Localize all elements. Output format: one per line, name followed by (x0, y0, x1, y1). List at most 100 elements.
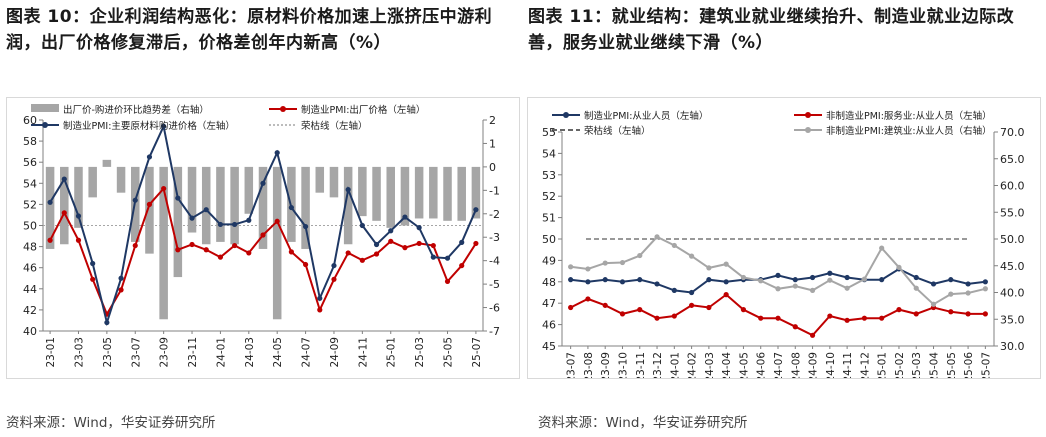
left-x-tick-label: 24-11 (357, 337, 369, 368)
price-chart: 40 42 44 46 48 50 52 54 56 58 60 -7 -6 -5 -4 -3 -2 -1 0 1 2 2… (23, 104, 500, 368)
right-y-left-tick-label: 45 (542, 340, 556, 353)
left-series-point (388, 228, 394, 234)
right-series-point (689, 253, 695, 259)
right-series-point (723, 292, 729, 298)
right-x-tick-label: 24-06 (756, 352, 768, 378)
right-y-left-tick-label: 55 (542, 126, 556, 139)
right-series-point (689, 302, 695, 308)
left-series-point (47, 237, 53, 243)
left-y-right-tick-label: 2 (489, 114, 496, 127)
left-series-point (118, 287, 124, 293)
left-bar (102, 159, 112, 167)
left-series-point (61, 210, 67, 216)
right-series-point (758, 315, 764, 321)
right-y-right-tick-label: 50.0 (1000, 233, 1025, 246)
left-series-point (288, 204, 294, 211)
right-series-point (585, 296, 591, 302)
right-x-tick-label: 25-07 (980, 352, 992, 378)
left-series-point (260, 232, 266, 238)
chart-panel-right: 45 46 47 48 49 50 51 52 53 54 55 30.0 35.0 40.0 45.0 50… (527, 97, 1041, 379)
left-series-point (260, 180, 266, 186)
left-series-point (402, 245, 408, 251)
right-series-point (654, 315, 660, 321)
left-bar (60, 166, 69, 245)
left-bar (244, 166, 254, 214)
right-legend-label: 制造业PMI:从业人员（左轴） (584, 110, 708, 122)
right-series-point (913, 274, 919, 281)
left-series-point (444, 278, 451, 285)
left-series-point (459, 262, 465, 269)
right-series-point (809, 332, 816, 338)
left-series-point (246, 250, 252, 256)
right-series-line (570, 235, 986, 306)
right-series-point (619, 259, 626, 266)
left-y-right-tick-label: -3 (489, 231, 500, 244)
left-series-point (189, 241, 195, 248)
right-series-point (723, 261, 729, 267)
left-bar (400, 166, 410, 226)
left-y-right-tick-label: -4 (489, 255, 500, 268)
left-x-tick-label: 24-09 (329, 337, 341, 368)
right-y-left-tick-label: 54 (542, 147, 556, 160)
right-series-point (913, 285, 919, 291)
left-x-tick-label: 23-07 (130, 337, 142, 368)
left-series-point (416, 240, 422, 247)
right-x-tick-label: 24-09 (808, 352, 820, 378)
right-series-point (948, 277, 954, 283)
right-x-tick-label: 24-01 (669, 352, 681, 378)
left-series-point (302, 223, 309, 230)
right-x-tick-label: 24-07 (773, 352, 785, 378)
left-series-point (161, 185, 167, 192)
right-y-right-tick-label: 35.0 (1000, 313, 1025, 326)
left-series-point (274, 218, 280, 224)
right-series-point (602, 302, 608, 308)
left-bar (272, 166, 282, 320)
left-y-left-tick-label: 50 (23, 220, 37, 233)
left-series-point (373, 241, 380, 248)
right-series-point (689, 289, 695, 296)
left-x-tick-label: 25-03 (414, 337, 426, 368)
right-legend-marker (805, 127, 811, 133)
right-x-tick-label: 23-11 (635, 352, 647, 378)
left-legend-marker (280, 106, 286, 112)
right-series-point (827, 313, 833, 319)
right-y-right-tick-label: 45.0 (1000, 260, 1025, 273)
left-y-right-tick-label: -5 (489, 278, 500, 291)
left-series-point (75, 213, 82, 219)
left-y-left-tick-label: 54 (23, 177, 37, 190)
right-x-tick-label: 25-03 (911, 352, 923, 378)
right-x-tick-label: 24-12 (859, 352, 871, 378)
left-y-left-tick-label: 52 (23, 198, 37, 211)
left-x-tick-label: 25-07 (471, 337, 483, 368)
left-bar (159, 166, 168, 320)
left-bar (74, 166, 83, 228)
left-series-point (217, 221, 224, 228)
right-series-point (930, 281, 937, 287)
right-series-point (654, 281, 660, 287)
right-series-point (965, 311, 971, 317)
right-x-tick-label: 23-12 (652, 352, 664, 378)
left-series-point (388, 238, 394, 244)
right-x-tick-label: 24-11 (842, 352, 854, 378)
left-series-point (274, 150, 280, 156)
right-x-tick-label: 25-02 (894, 352, 906, 378)
right-y-left-tick-label: 50 (542, 233, 556, 246)
right-series-point (792, 283, 798, 289)
right-series-point (948, 309, 954, 315)
left-bar (187, 166, 197, 233)
left-series-point (402, 214, 408, 220)
right-series-point (671, 287, 677, 293)
left-legend-label: 制造业PMI:主要原材料购进价格（左轴） (63, 120, 235, 132)
right-series-point (896, 264, 902, 270)
left-series-point (345, 250, 351, 256)
right-series-point (861, 276, 867, 282)
right-series-point (879, 315, 885, 321)
right-y-left-tick-label: 46 (542, 319, 556, 332)
left-legend-label: 制造业PMI:出厂价格（左轴） (301, 104, 425, 116)
source-note-left: 资料来源：Wind，华安证券研究所 (6, 415, 216, 431)
left-bar (216, 166, 225, 242)
left-bar (329, 166, 339, 198)
right-series-point (671, 242, 677, 249)
right-y-left-tick-label: 51 (542, 212, 556, 225)
right-series-point (706, 304, 712, 311)
